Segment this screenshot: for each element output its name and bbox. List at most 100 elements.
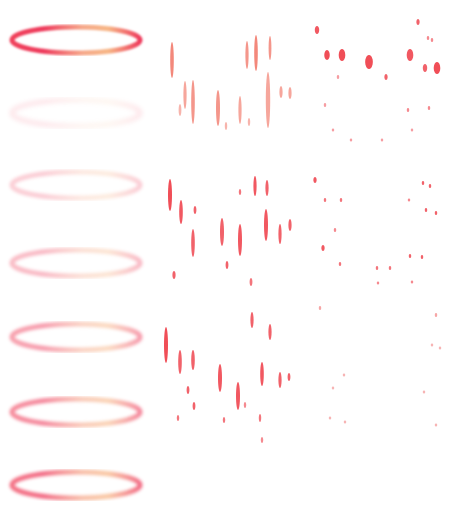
streak-particle bbox=[265, 180, 269, 196]
droplet-particle bbox=[421, 181, 425, 185]
streak-particle bbox=[222, 417, 226, 423]
streak-particle bbox=[288, 87, 292, 99]
streak-particle bbox=[168, 179, 172, 211]
droplet-particle bbox=[434, 313, 438, 317]
ring-frame-5 bbox=[9, 321, 143, 353]
droplet-particle bbox=[314, 26, 320, 34]
streak-particle bbox=[172, 271, 176, 279]
droplet-particle bbox=[338, 49, 346, 61]
droplet-particle bbox=[388, 266, 392, 270]
droplet-particle bbox=[331, 386, 335, 390]
streak-particle bbox=[260, 362, 264, 386]
streak-particle bbox=[260, 437, 264, 443]
droplet-particle bbox=[324, 50, 330, 60]
ring-frame-1 bbox=[9, 24, 143, 56]
droplet-particle bbox=[420, 255, 424, 259]
droplet-particle bbox=[430, 38, 434, 42]
droplet-particle bbox=[365, 55, 373, 69]
streak-particle bbox=[288, 219, 292, 231]
streak-particle bbox=[279, 86, 283, 98]
droplet-particle bbox=[380, 138, 384, 142]
droplet-particle bbox=[426, 36, 430, 40]
streak-particle bbox=[268, 324, 272, 340]
droplet-frames bbox=[313, 19, 442, 427]
streak-particle bbox=[253, 176, 257, 196]
droplet-particle bbox=[434, 211, 438, 215]
streak-particle bbox=[265, 72, 271, 128]
streak-particle bbox=[178, 104, 182, 116]
streak-particle bbox=[268, 36, 272, 60]
droplet-particle bbox=[410, 280, 414, 284]
streak-particle bbox=[183, 81, 187, 109]
droplet-particle bbox=[375, 266, 379, 270]
streak-particle bbox=[191, 350, 195, 370]
droplet-particle bbox=[323, 103, 327, 107]
streak-particle bbox=[216, 90, 220, 126]
streak-particle bbox=[278, 372, 282, 388]
ring-frame-7 bbox=[9, 469, 143, 501]
droplet-particle bbox=[406, 108, 410, 112]
droplet-particle bbox=[331, 128, 335, 132]
streak-particle bbox=[220, 218, 224, 246]
droplet-particle bbox=[384, 74, 388, 80]
droplet-particle bbox=[410, 128, 414, 132]
droplet-particle bbox=[338, 262, 342, 266]
streak-particle bbox=[178, 350, 182, 374]
streak-frames bbox=[164, 35, 292, 443]
ring-frame-6 bbox=[9, 396, 143, 428]
streak-particle bbox=[236, 382, 240, 410]
streak-particle bbox=[170, 42, 174, 78]
droplet-particle bbox=[313, 177, 317, 183]
droplet-particle bbox=[428, 184, 432, 188]
droplet-particle bbox=[343, 420, 347, 424]
streak-particle bbox=[245, 41, 249, 69]
droplet-particle bbox=[321, 245, 325, 251]
streak-particle bbox=[254, 35, 258, 71]
droplet-particle bbox=[430, 343, 434, 347]
streak-particle bbox=[191, 80, 195, 124]
streak-particle bbox=[192, 402, 196, 410]
streak-particle bbox=[218, 364, 222, 392]
streak-particle bbox=[264, 209, 268, 241]
streak-particle bbox=[249, 278, 253, 286]
streak-particle bbox=[278, 224, 282, 244]
streak-particle bbox=[247, 118, 251, 126]
droplet-particle bbox=[408, 254, 412, 258]
ring-frame-3 bbox=[9, 169, 143, 201]
droplet-particle bbox=[433, 62, 441, 74]
droplet-particle bbox=[323, 198, 327, 202]
ring-column bbox=[9, 24, 143, 501]
droplet-particle bbox=[424, 208, 428, 212]
streak-particle bbox=[193, 206, 197, 214]
droplet-particle bbox=[336, 75, 340, 79]
droplet-particle bbox=[438, 346, 442, 350]
droplet-particle bbox=[406, 49, 414, 61]
droplet-particle bbox=[349, 138, 353, 142]
streak-particle bbox=[176, 415, 180, 421]
droplet-particle bbox=[328, 416, 332, 420]
streak-particle bbox=[250, 312, 254, 328]
streak-particle bbox=[186, 386, 190, 394]
droplet-particle bbox=[427, 106, 431, 110]
droplet-particle bbox=[422, 390, 426, 394]
droplet-particle bbox=[407, 198, 411, 202]
ring-frame-2 bbox=[9, 97, 143, 129]
streak-particle bbox=[191, 229, 195, 257]
droplet-particle bbox=[416, 19, 420, 25]
streak-particle bbox=[243, 402, 247, 408]
streak-particle bbox=[238, 189, 242, 195]
streak-particle bbox=[238, 224, 242, 256]
streak-particle bbox=[287, 373, 291, 381]
streak-particle bbox=[224, 122, 228, 130]
droplet-particle bbox=[333, 228, 337, 232]
droplet-particle bbox=[422, 64, 428, 72]
ring-frame-4 bbox=[9, 247, 143, 279]
streak-particle bbox=[225, 261, 229, 269]
streak-particle bbox=[258, 414, 262, 422]
streak-particle bbox=[238, 96, 242, 124]
droplet-particle bbox=[342, 373, 346, 377]
droplet-particle bbox=[376, 281, 380, 285]
streak-particle bbox=[179, 200, 183, 224]
streak-particle bbox=[164, 327, 168, 363]
